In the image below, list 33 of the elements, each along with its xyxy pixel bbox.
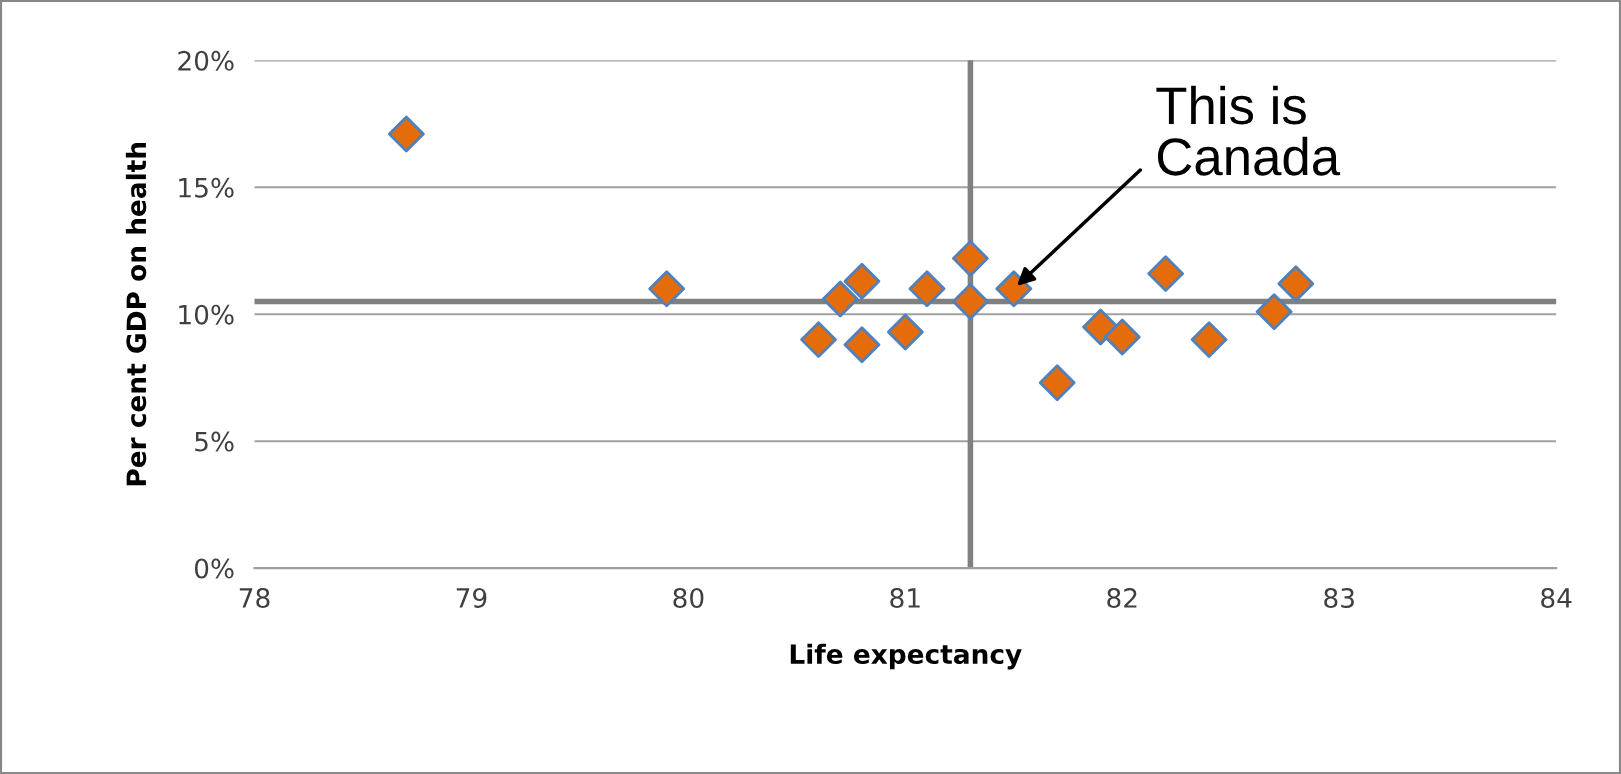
- point: [952, 239, 989, 277]
- point: [1038, 364, 1076, 402]
- point: [843, 326, 881, 364]
- x-axis-title: Life expectancy: [790, 643, 1022, 670]
- y-tick-label: 0%: [194, 558, 234, 579]
- y-tick-label: 20%: [178, 50, 234, 71]
- point: [387, 115, 425, 153]
- x-tick-label: 84: [1541, 588, 1572, 608]
- x-tick-label: 79: [456, 588, 487, 608]
- point: [995, 270, 1033, 308]
- point: [1255, 293, 1293, 331]
- y-axis-title: Per cent GDP on health: [125, 142, 147, 486]
- annotation: This is Canada: [1156, 85, 1341, 176]
- y-tick-label: 15%: [179, 177, 234, 198]
- point: [843, 262, 881, 300]
- point: [886, 313, 924, 351]
- x-tick-label: 80: [673, 588, 704, 608]
- point: [1103, 318, 1141, 356]
- point: [908, 270, 946, 308]
- point: [800, 321, 837, 359]
- point: [1147, 255, 1185, 293]
- point: [821, 280, 859, 318]
- x-tick-label: 78: [239, 588, 270, 608]
- point: [1277, 265, 1315, 303]
- point: [1190, 321, 1228, 359]
- y-tick-label: 10%: [179, 304, 234, 325]
- x-tick-label: 81: [890, 588, 920, 608]
- point: [1082, 308, 1119, 346]
- x-tick-label: 82: [1107, 588, 1137, 608]
- y-tick-label: 5%: [195, 431, 234, 452]
- point: [952, 283, 989, 320]
- point: [648, 270, 686, 308]
- x-tick-label: 83: [1324, 588, 1354, 608]
